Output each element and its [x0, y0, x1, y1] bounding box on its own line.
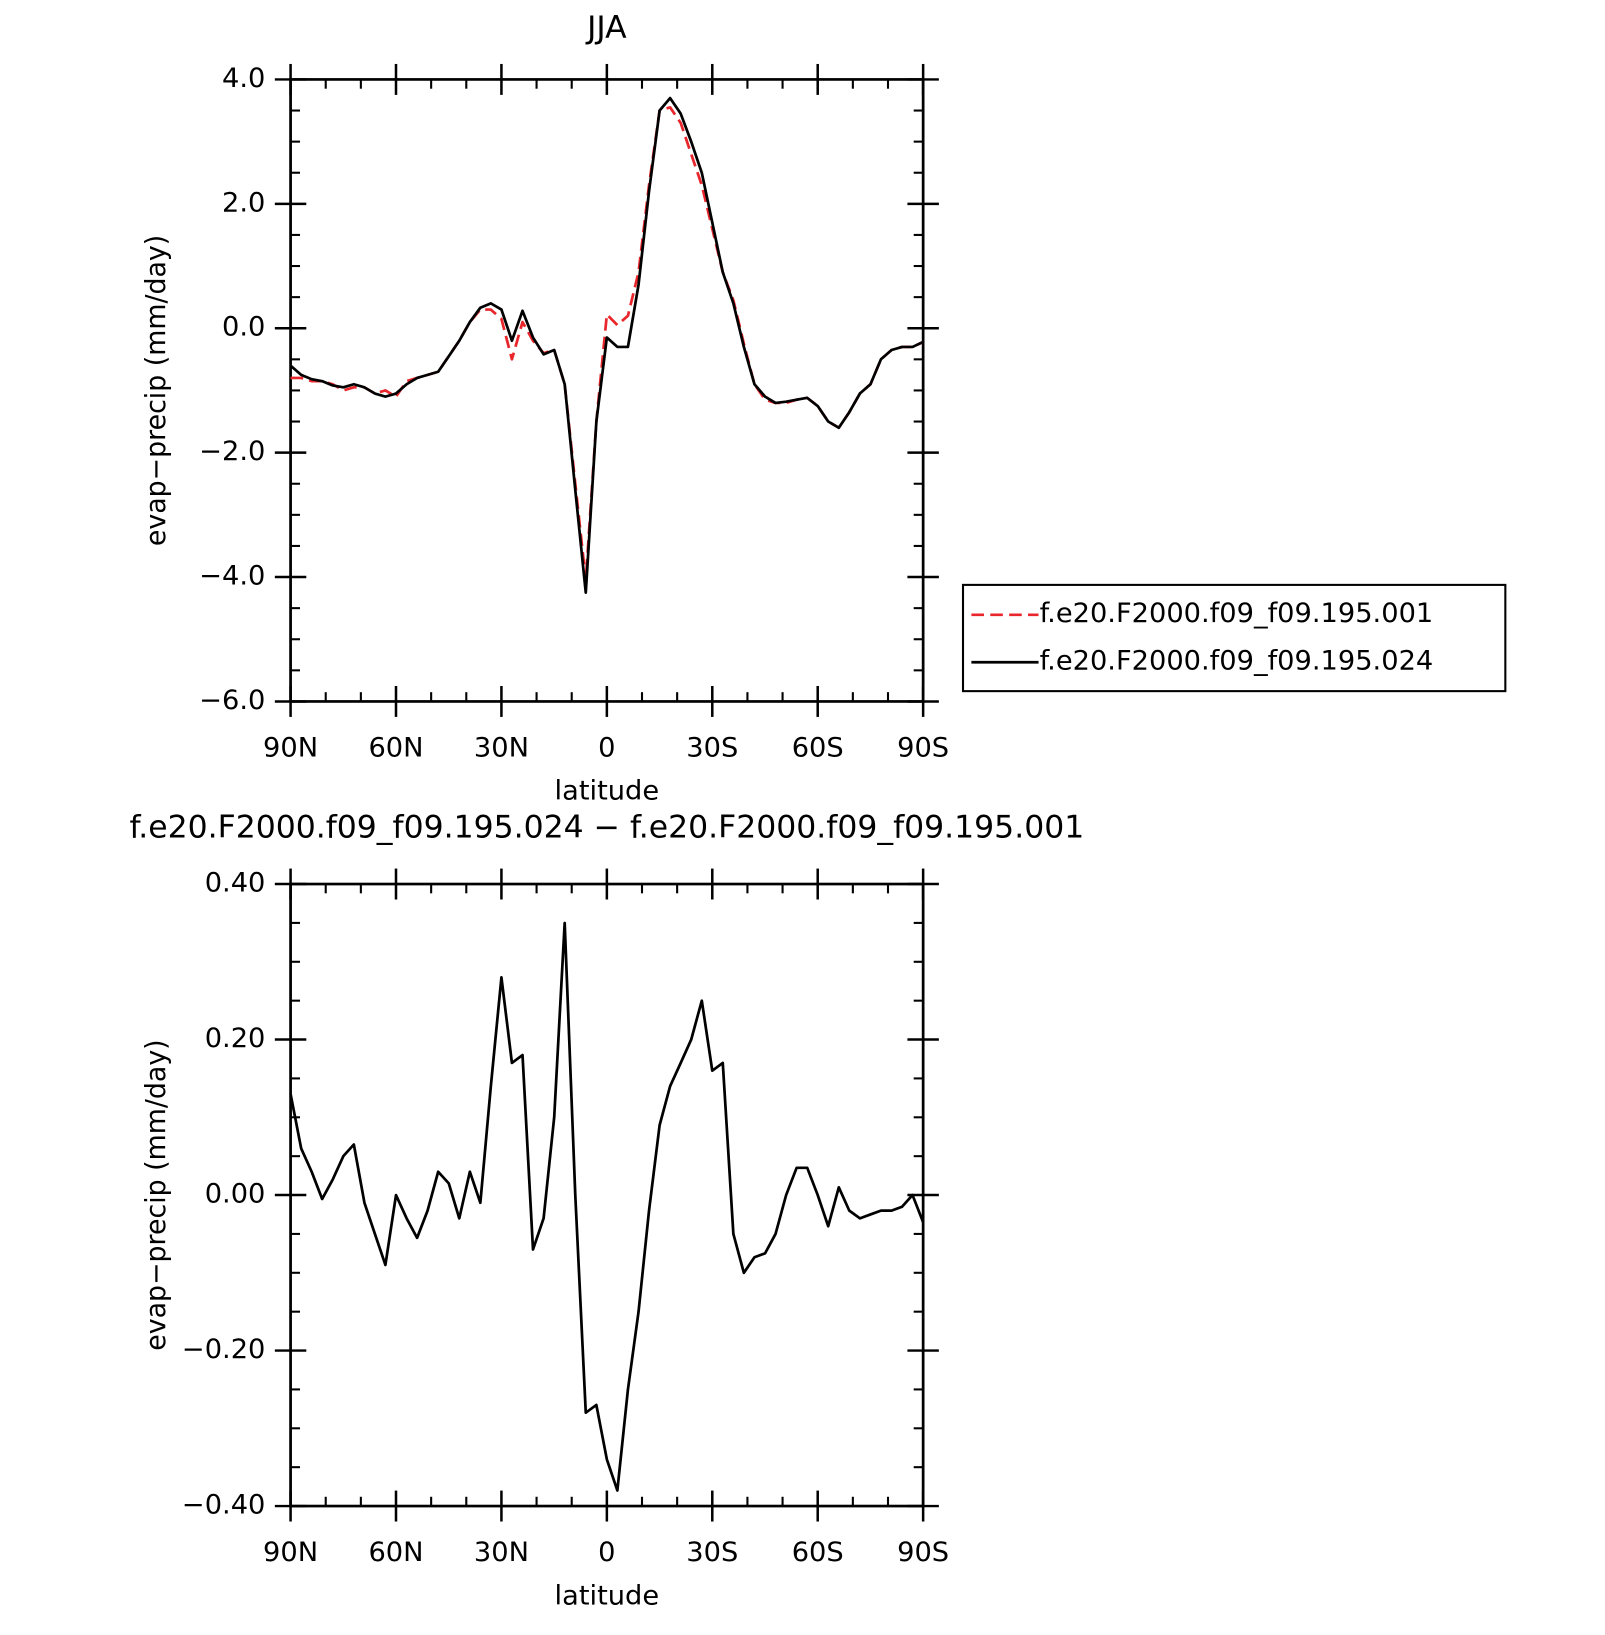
y-tick-label: −4.0 [199, 561, 265, 592]
x-tick-label: 90N [263, 733, 318, 764]
y-tick-label: −2.0 [199, 436, 265, 467]
chart-title: f.e20.F2000.f09_f09.195.024 − f.e20.F200… [129, 809, 1084, 845]
y-tick-label: 2.0 [222, 187, 265, 218]
chart-title: JJA [585, 10, 627, 46]
x-tick-label: 90N [263, 1537, 318, 1568]
legend-box [961, 583, 1507, 693]
x-tick-label: 60S [792, 733, 844, 764]
x-tick-label: 60N [368, 733, 423, 764]
x-tick-label: 60S [792, 1537, 844, 1568]
plot-frame [289, 882, 925, 1508]
x-axis-label: latitude [555, 1580, 660, 1611]
x-tick-label: 0 [598, 733, 615, 764]
x-tick-label: 90S [897, 733, 949, 764]
x-tick-label: 90S [897, 1537, 949, 1568]
y-axis-label: evap−precip (mm/day) [141, 235, 172, 546]
x-tick-label: 60N [368, 1537, 423, 1568]
legend-label: f.e20.F2000.f09_f09.195.001 [1040, 598, 1434, 629]
y-tick-label: −0.20 [182, 1334, 266, 1365]
line-series [289, 921, 925, 1492]
plot-frame [289, 78, 925, 703]
y-tick-label: 4.0 [222, 63, 265, 94]
y-tick-label: 0.40 [205, 868, 266, 899]
y-axis-label: evap−precip (mm/day) [141, 1039, 172, 1350]
x-axis-label: latitude [555, 776, 660, 807]
y-tick-label: 0.00 [205, 1179, 266, 1210]
legend-label: f.e20.F2000.f09_f09.195.024 [1040, 646, 1434, 677]
x-tick-label: 30N [474, 733, 529, 764]
y-tick-label: −0.40 [182, 1490, 266, 1521]
y-tick-label: 0.0 [222, 312, 265, 343]
x-tick-label: 30N [474, 1537, 529, 1568]
y-tick-label: −6.0 [199, 685, 265, 716]
y-tick-label: 0.20 [205, 1023, 266, 1054]
x-tick-label: 0 [598, 1537, 615, 1568]
x-tick-label: 30S [686, 733, 738, 764]
x-tick-label: 30S [686, 1537, 738, 1568]
line-series [289, 96, 924, 594]
